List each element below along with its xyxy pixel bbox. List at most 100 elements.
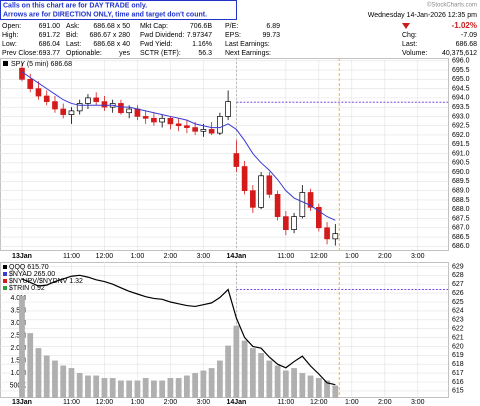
- y-tick-label: 689.0: [452, 187, 470, 194]
- info-label: Fwd Dividend:: [140, 32, 184, 39]
- y-tick-label: 695.0: [452, 76, 470, 83]
- candle-body: [291, 216, 297, 230]
- x-tick-label: 1:00: [345, 399, 359, 406]
- candle-body: [151, 117, 157, 123]
- y-tick-label: 690.0: [452, 169, 470, 176]
- x-tick-label: 1:00: [345, 253, 359, 260]
- volume-bar: [19, 295, 25, 398]
- volume-bar: [118, 380, 124, 398]
- volume-bar: [225, 345, 232, 398]
- info-value: 693.77: [39, 50, 61, 57]
- volume-bar: [134, 380, 141, 398]
- x-tick-label: 3:00: [411, 399, 425, 406]
- info-value: 686.04: [39, 41, 61, 48]
- info-value: 691.72: [39, 32, 61, 39]
- candle-body: [208, 129, 215, 134]
- info-label: Fwd Yield:: [140, 41, 172, 48]
- x-tick-label: 2:00: [164, 399, 178, 406]
- y-tick-label: 694.0: [452, 95, 470, 102]
- notice-line: Calls on this chart are for DAY TRADE on…: [3, 2, 147, 9]
- y-tick-label: 695.5: [452, 67, 470, 74]
- candle-body: [266, 175, 273, 195]
- x-tick-label: 11:00: [63, 399, 80, 406]
- y2-tick-label: 2.5M: [10, 332, 26, 339]
- volume-bar: [43, 355, 50, 398]
- y-tick-label: 620: [452, 343, 464, 350]
- info-value: 686.68 x 40: [93, 41, 130, 48]
- info-value: 686.67 x 280: [90, 32, 131, 39]
- y-tick-label: 691.5: [452, 141, 470, 148]
- info-label: Volume:: [402, 50, 427, 57]
- legend-entry: $NYAD 265.00: [9, 271, 55, 278]
- volume-bar: [126, 380, 133, 398]
- candle-body: [175, 123, 182, 127]
- y-tick-label: 689.5: [452, 178, 470, 185]
- candle-body: [192, 127, 198, 132]
- info-label: Last:: [402, 41, 417, 48]
- volume-bar: [200, 370, 207, 398]
- y-tick-label: 629: [452, 263, 464, 270]
- info-value: 99.73: [262, 32, 280, 39]
- volume-bar: [85, 375, 91, 398]
- volume-bar: [192, 373, 199, 398]
- x-tick-label: 13Jan: [12, 399, 32, 406]
- info-value: 691.00: [39, 23, 61, 30]
- legend-entry: QQQ 615.70: [9, 264, 49, 271]
- candle-body: [134, 108, 141, 117]
- x-tick-label: 12:00: [96, 253, 114, 260]
- y-tick-label: 686.5: [452, 234, 470, 241]
- candle-body: [60, 108, 67, 115]
- volume-bar: [233, 325, 240, 398]
- y2-tick-label: 500K: [10, 382, 27, 389]
- credit: ©StockCharts.com: [427, 2, 477, 9]
- y-tick-label: 691.0: [452, 150, 470, 157]
- y2-tick-label: 1.0M: [10, 370, 26, 377]
- y-tick-label: 687.5: [452, 215, 470, 222]
- volume-bar: [175, 378, 182, 398]
- y2-tick-label: 1.5M: [10, 357, 26, 364]
- candle-body: [315, 206, 322, 229]
- x-tick-label: 3:00: [197, 253, 211, 260]
- candle-body: [241, 166, 248, 191]
- volume-bar: [291, 368, 297, 398]
- candle-body: [167, 117, 174, 125]
- x-tick-label: 14Jan: [226, 253, 246, 260]
- volume-bar: [216, 360, 223, 398]
- y2-tick-label: 3.5M: [10, 308, 26, 315]
- x-tick-label: 2:00: [164, 253, 178, 260]
- candle-body: [184, 125, 190, 128]
- y-tick-label: 623: [452, 317, 464, 324]
- x-tick-label: 3:00: [197, 399, 211, 406]
- moving-average: [21, 71, 336, 221]
- info-label: High:: [2, 32, 18, 39]
- volume-bar: [151, 380, 157, 398]
- volume-bar: [167, 378, 174, 398]
- x-tick-label: 12:00: [310, 399, 328, 406]
- y2-tick-label: 3.0M: [10, 320, 26, 327]
- info-label: Mkt Cap:: [140, 23, 168, 30]
- candle-body: [299, 192, 306, 217]
- x-tick-label: 12:00: [310, 253, 328, 260]
- info-label: Last Earnings:: [225, 41, 270, 48]
- y-tick-label: 616: [452, 379, 464, 386]
- y-tick-label: 625: [452, 299, 464, 306]
- candle-body: [52, 101, 58, 110]
- volume-bar: [159, 380, 166, 398]
- candle-body: [332, 233, 339, 240]
- legend-swatch: [3, 61, 8, 66]
- y-tick-label: 624: [452, 308, 464, 315]
- x-tick-label: 13Jan: [12, 253, 32, 260]
- volume-bar: [184, 375, 190, 398]
- y-tick-label: 692.5: [452, 123, 470, 130]
- y-tick-label: 686.0: [452, 243, 470, 250]
- candle-body: [43, 95, 50, 102]
- candle-body: [233, 153, 240, 167]
- y-tick-label: 627: [452, 281, 464, 288]
- price-line: [21, 274, 336, 386]
- volume-bar: [52, 360, 58, 398]
- info-label: Bid:: [66, 32, 78, 39]
- legend-entry: $TRIN 0.92: [9, 285, 45, 292]
- volume-bar: [307, 375, 314, 398]
- candle-body: [324, 227, 330, 240]
